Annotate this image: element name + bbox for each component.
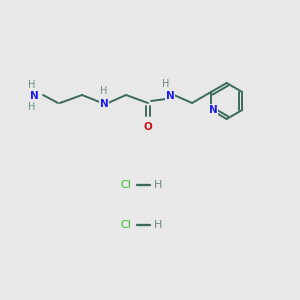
Text: H: H	[100, 86, 108, 96]
Text: N: N	[209, 105, 218, 115]
Text: H: H	[154, 180, 162, 190]
Text: Cl: Cl	[121, 180, 131, 190]
Text: N: N	[100, 99, 108, 109]
Text: H: H	[162, 79, 170, 89]
Text: O: O	[144, 122, 152, 132]
Text: N: N	[30, 91, 38, 101]
Text: Cl: Cl	[121, 220, 131, 230]
Text: H: H	[28, 80, 36, 90]
Text: N: N	[166, 91, 174, 101]
Text: H: H	[28, 102, 36, 112]
Text: H: H	[154, 220, 162, 230]
